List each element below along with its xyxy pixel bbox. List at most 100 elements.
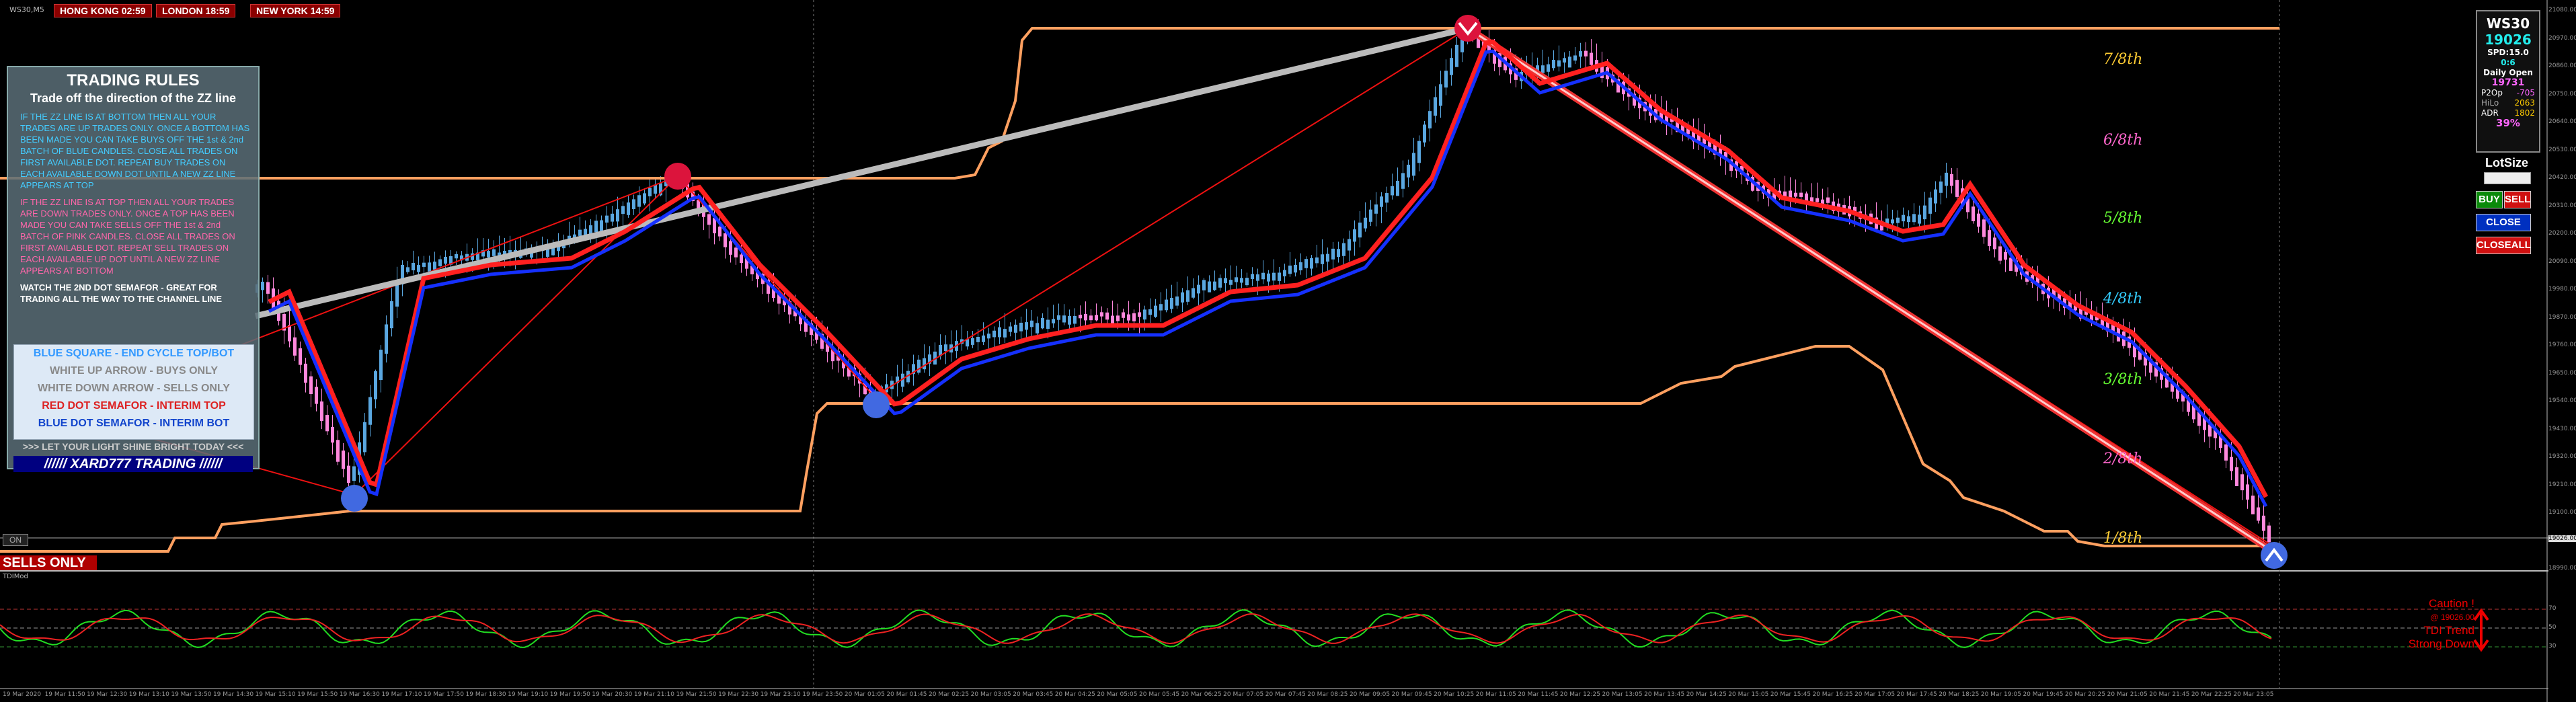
time-tick: 20 Mar 17:45 <box>1896 691 1937 698</box>
time-tick: 20 Mar 20:25 <box>2065 691 2106 698</box>
indicator-tick: 70 <box>2548 605 2557 612</box>
murray-4-8: 4/8th <box>2103 290 2143 307</box>
caution-line1: Caution ! <box>2428 597 2474 610</box>
rules-top-block: IF THE ZZ LINE IS AT TOP THEN ALL YOUR T… <box>20 197 235 276</box>
price-tick: 19320.00 <box>2548 453 2576 460</box>
time-tick: 19 Mar 12:30 <box>87 691 128 698</box>
price-tick: 19650.00 <box>2548 369 2576 377</box>
time-tick: 19 Mar 17:50 <box>423 691 465 698</box>
time-tick: 20 Mar 21:05 <box>2107 691 2148 698</box>
indicator-label: TDIMod <box>3 573 28 580</box>
time-tick: 20 Mar 09:05 <box>1349 691 1391 698</box>
time-tick: 20 Mar 07:05 <box>1223 691 1264 698</box>
time-tick: 20 Mar 06:25 <box>1181 691 1222 698</box>
price-tick: 20200.00 <box>2548 230 2576 237</box>
time-tick: 19 Mar 20:30 <box>592 691 633 698</box>
price-tick: 19980.00 <box>2548 286 2576 292</box>
clock-hong-kong: HONG KONG 02:59 <box>54 4 152 17</box>
rules-subtitle: Trade off the direction of the ZZ line <box>30 91 236 105</box>
time-tick: 20 Mar 19:05 <box>1980 691 2021 698</box>
legend-red-dot: RED DOT SEMAFOR - INTERIM TOP <box>42 400 226 412</box>
info-ratio: 0:6 <box>2501 58 2515 67</box>
legend-white-up: WHITE UP ARROW - BUYS ONLY <box>49 365 219 377</box>
closeall-button[interactable]: CLOSEALL <box>2476 237 2531 254</box>
time-tick: 19 Mar 17:10 <box>381 691 422 698</box>
clock-london: LONDON 18:59 <box>156 4 236 17</box>
time-tick: 20 Mar 09:45 <box>1391 691 1432 698</box>
caution-line3: TDI Trend <box>2423 624 2474 637</box>
caution-line4: Strong Down <box>2408 637 2474 650</box>
time-tick: 19 Mar 21:10 <box>633 691 674 698</box>
legend-white-down: WHITE DOWN ARROW - SELLS ONLY <box>38 383 230 394</box>
indicator-tick: 30 <box>2548 643 2557 650</box>
time-tick: 19 Mar 13:10 <box>128 691 169 698</box>
price-tick: 20640.00 <box>2548 118 2576 125</box>
time-tick: 20 Mar 11:05 <box>1475 691 1516 698</box>
time-tick: 19 Mar 23:50 <box>802 691 843 698</box>
price-tick: 19100.00 <box>2548 509 2576 516</box>
time-tick: 20 Mar 08:25 <box>1307 691 1348 698</box>
time-tick: 19 Mar 18:30 <box>465 691 506 698</box>
time-tick: 19 Mar 16:30 <box>339 691 380 698</box>
time-tick: 20 Mar 03:05 <box>970 691 1011 698</box>
tdi-red-line <box>0 613 2272 644</box>
time-tick: 19 Mar 14:30 <box>212 691 254 698</box>
murray-5-8: 5/8th <box>2103 210 2143 227</box>
lotsize-input[interactable] <box>2484 172 2531 184</box>
info-symbol: WS30 <box>2486 15 2530 32</box>
price-tick: 20090.00 <box>2548 258 2576 265</box>
time-tick: 20 Mar 05:45 <box>1139 691 1180 698</box>
price-tick: 19430.00 <box>2548 425 2576 432</box>
shine-text: >>> LET YOUR LIGHT SHINE BRIGHT TODAY <<… <box>22 441 244 452</box>
lotsize-label: LotSize <box>2485 156 2528 169</box>
info-p2op: -705 <box>2516 88 2535 98</box>
info-hilo-label: HiLo <box>2481 98 2499 108</box>
rules-bottom-block: IF THE ZZ LINE IS AT BOTTOM THEN ALL YOU… <box>20 112 250 190</box>
time-tick: 20 Mar 10:25 <box>1434 691 1475 698</box>
time-tick: 20 Mar 16:25 <box>1812 691 1853 698</box>
price-tick: 20750.00 <box>2548 90 2576 98</box>
indicator-tick: 50 <box>2548 624 2557 631</box>
info-hilo: 2063 <box>2514 98 2535 108</box>
time-tick: 20 Mar 22:25 <box>2191 691 2232 698</box>
time-tick: 20 Mar 13:45 <box>1644 691 1685 698</box>
trading-rules-panel: TRADING RULES Trade off the direction of… <box>7 66 260 472</box>
rules-title: TRADING RULES <box>67 71 200 89</box>
price-tick: 20420.00 <box>2548 174 2576 181</box>
price-tick: 19760.00 <box>2548 342 2576 348</box>
info-adr-label: ADR <box>2481 108 2499 118</box>
time-tick: 19 Mar 21:50 <box>676 691 717 698</box>
on-toggle[interactable]: ON <box>3 534 28 546</box>
time-tick: 19 Mar 19:50 <box>549 691 590 698</box>
sell-button[interactable]: SELL <box>2504 191 2531 208</box>
clock-new-york: NEW YORK 14:59 <box>250 4 341 17</box>
time-tick: 20 Mar 15:45 <box>1770 691 1811 698</box>
info-adr: 1802 <box>2514 108 2535 118</box>
time-tick: 20 Mar 19:45 <box>2023 691 2064 698</box>
time-tick: 19 Mar 19:10 <box>508 691 549 698</box>
time-tick: 20 Mar 01:05 <box>844 691 885 698</box>
time-tick: 20 Mar 14:25 <box>1686 691 1727 698</box>
price-tick: 20970.00 <box>2548 34 2576 42</box>
time-tick: 20 Mar 01:45 <box>886 691 927 698</box>
ma-blue-line <box>268 49 2268 508</box>
murray-1-8: 1/8th <box>2103 530 2143 547</box>
time-tick: 19 Mar 2020 <box>3 691 42 698</box>
time-tick: 20 Mar 13:05 <box>1602 691 1643 698</box>
info-adr-pct: 39% <box>2496 117 2520 129</box>
time-tick: 20 Mar 17:05 <box>1855 691 1896 698</box>
price-tick: 21080.00 <box>2548 7 2576 13</box>
buy-button[interactable]: BUY <box>2476 191 2503 208</box>
info-spread: SPD:15.0 <box>2487 48 2529 57</box>
time-tick: 20 Mar 04:25 <box>1054 691 1095 698</box>
close-button[interactable]: CLOSE <box>2476 214 2531 231</box>
rules-legend: BLUE SQUARE - END CYCLE TOP/BOT WHITE UP… <box>13 344 254 440</box>
time-tick: 19 Mar 22:30 <box>718 691 759 698</box>
rules-watch-block: WATCH THE 2ND DOT SEMAFOR - GREAT FOR TR… <box>20 282 222 304</box>
tdi-green-line <box>0 609 2272 648</box>
time-tick: 20 Mar 15:05 <box>1728 691 1769 698</box>
time-tick: 20 Mar 03:45 <box>1013 691 1054 698</box>
brand-banner: ////// XARD777 TRADING ////// <box>13 456 253 472</box>
legend-blue-square: BLUE SQUARE - END CYCLE TOP/BOT <box>33 348 235 359</box>
